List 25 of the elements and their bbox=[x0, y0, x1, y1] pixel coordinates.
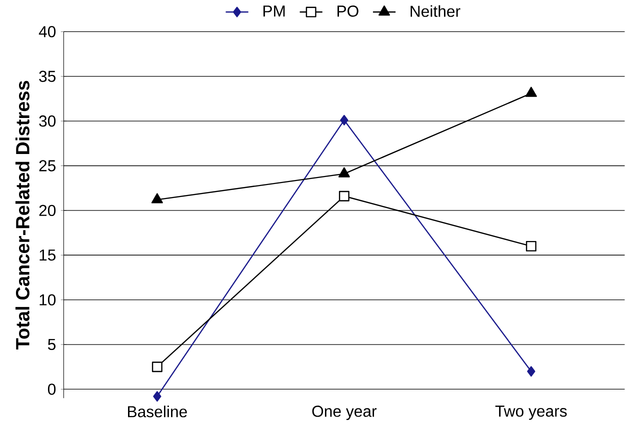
y-tick-label: 5 bbox=[48, 338, 56, 350]
point bbox=[151, 192, 163, 204]
point bbox=[526, 240, 536, 252]
point bbox=[527, 366, 536, 376]
x-tick-label: Baseline bbox=[128, 405, 187, 418]
y-tick-label: 10 bbox=[40, 294, 56, 306]
point bbox=[153, 390, 162, 402]
legend-label: Neither bbox=[410, 5, 460, 17]
y-tick-label: 40 bbox=[38, 26, 56, 38]
legend-label: PM bbox=[263, 5, 285, 16]
legend-label: PO bbox=[338, 5, 358, 17]
y-tick-label: 0 bbox=[48, 383, 56, 395]
y-tick-label: 30 bbox=[39, 115, 56, 126]
y-tick-label: 20 bbox=[39, 204, 56, 216]
point bbox=[525, 86, 537, 97]
point bbox=[338, 190, 350, 202]
point bbox=[340, 114, 348, 126]
y-tick-label: 15 bbox=[40, 249, 56, 260]
point bbox=[338, 167, 350, 178]
x-tick-label: One year bbox=[312, 405, 377, 420]
point bbox=[152, 361, 162, 372]
y-axis-title: Total Cancer-Related Distress bbox=[15, 80, 30, 350]
x-tick-label: Two years bbox=[495, 405, 567, 420]
y-tick-label: 35 bbox=[39, 70, 56, 82]
y-tick-label: 25 bbox=[39, 160, 56, 172]
